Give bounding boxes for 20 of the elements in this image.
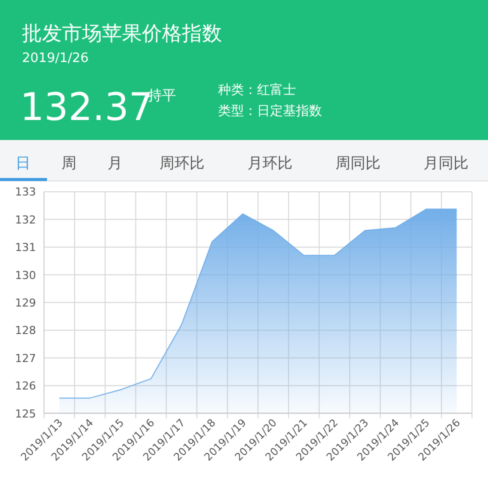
y-tick-label: 131 — [15, 241, 36, 254]
text: 周 — [62, 154, 76, 172]
chart-subtitle: 2019/1/26 — [22, 51, 89, 66]
text: 种类：红富士 — [218, 82, 296, 98]
text: 周环比 — [160, 154, 204, 172]
chart-title: 批发市场苹果价格指数 — [22, 21, 222, 45]
y-tick-label: 132 — [15, 213, 36, 226]
y-tick-label: 128 — [15, 324, 36, 338]
y-tick-label: 126 — [15, 380, 36, 393]
text: 类型：日定基指数 — [218, 104, 322, 119]
text: 周同比 — [336, 154, 380, 172]
text: 月环比 — [248, 154, 292, 172]
text: 日 — [16, 154, 30, 172]
text: 月 — [108, 154, 122, 172]
y-tick-label: 125 — [15, 407, 36, 420]
text: 月同比 — [424, 154, 468, 172]
y-tick-label: 129 — [15, 296, 36, 310]
y-tick-label: 130 — [15, 268, 36, 282]
y-tick-label: 127 — [15, 352, 36, 365]
y-tick-label: 133 — [15, 186, 36, 199]
